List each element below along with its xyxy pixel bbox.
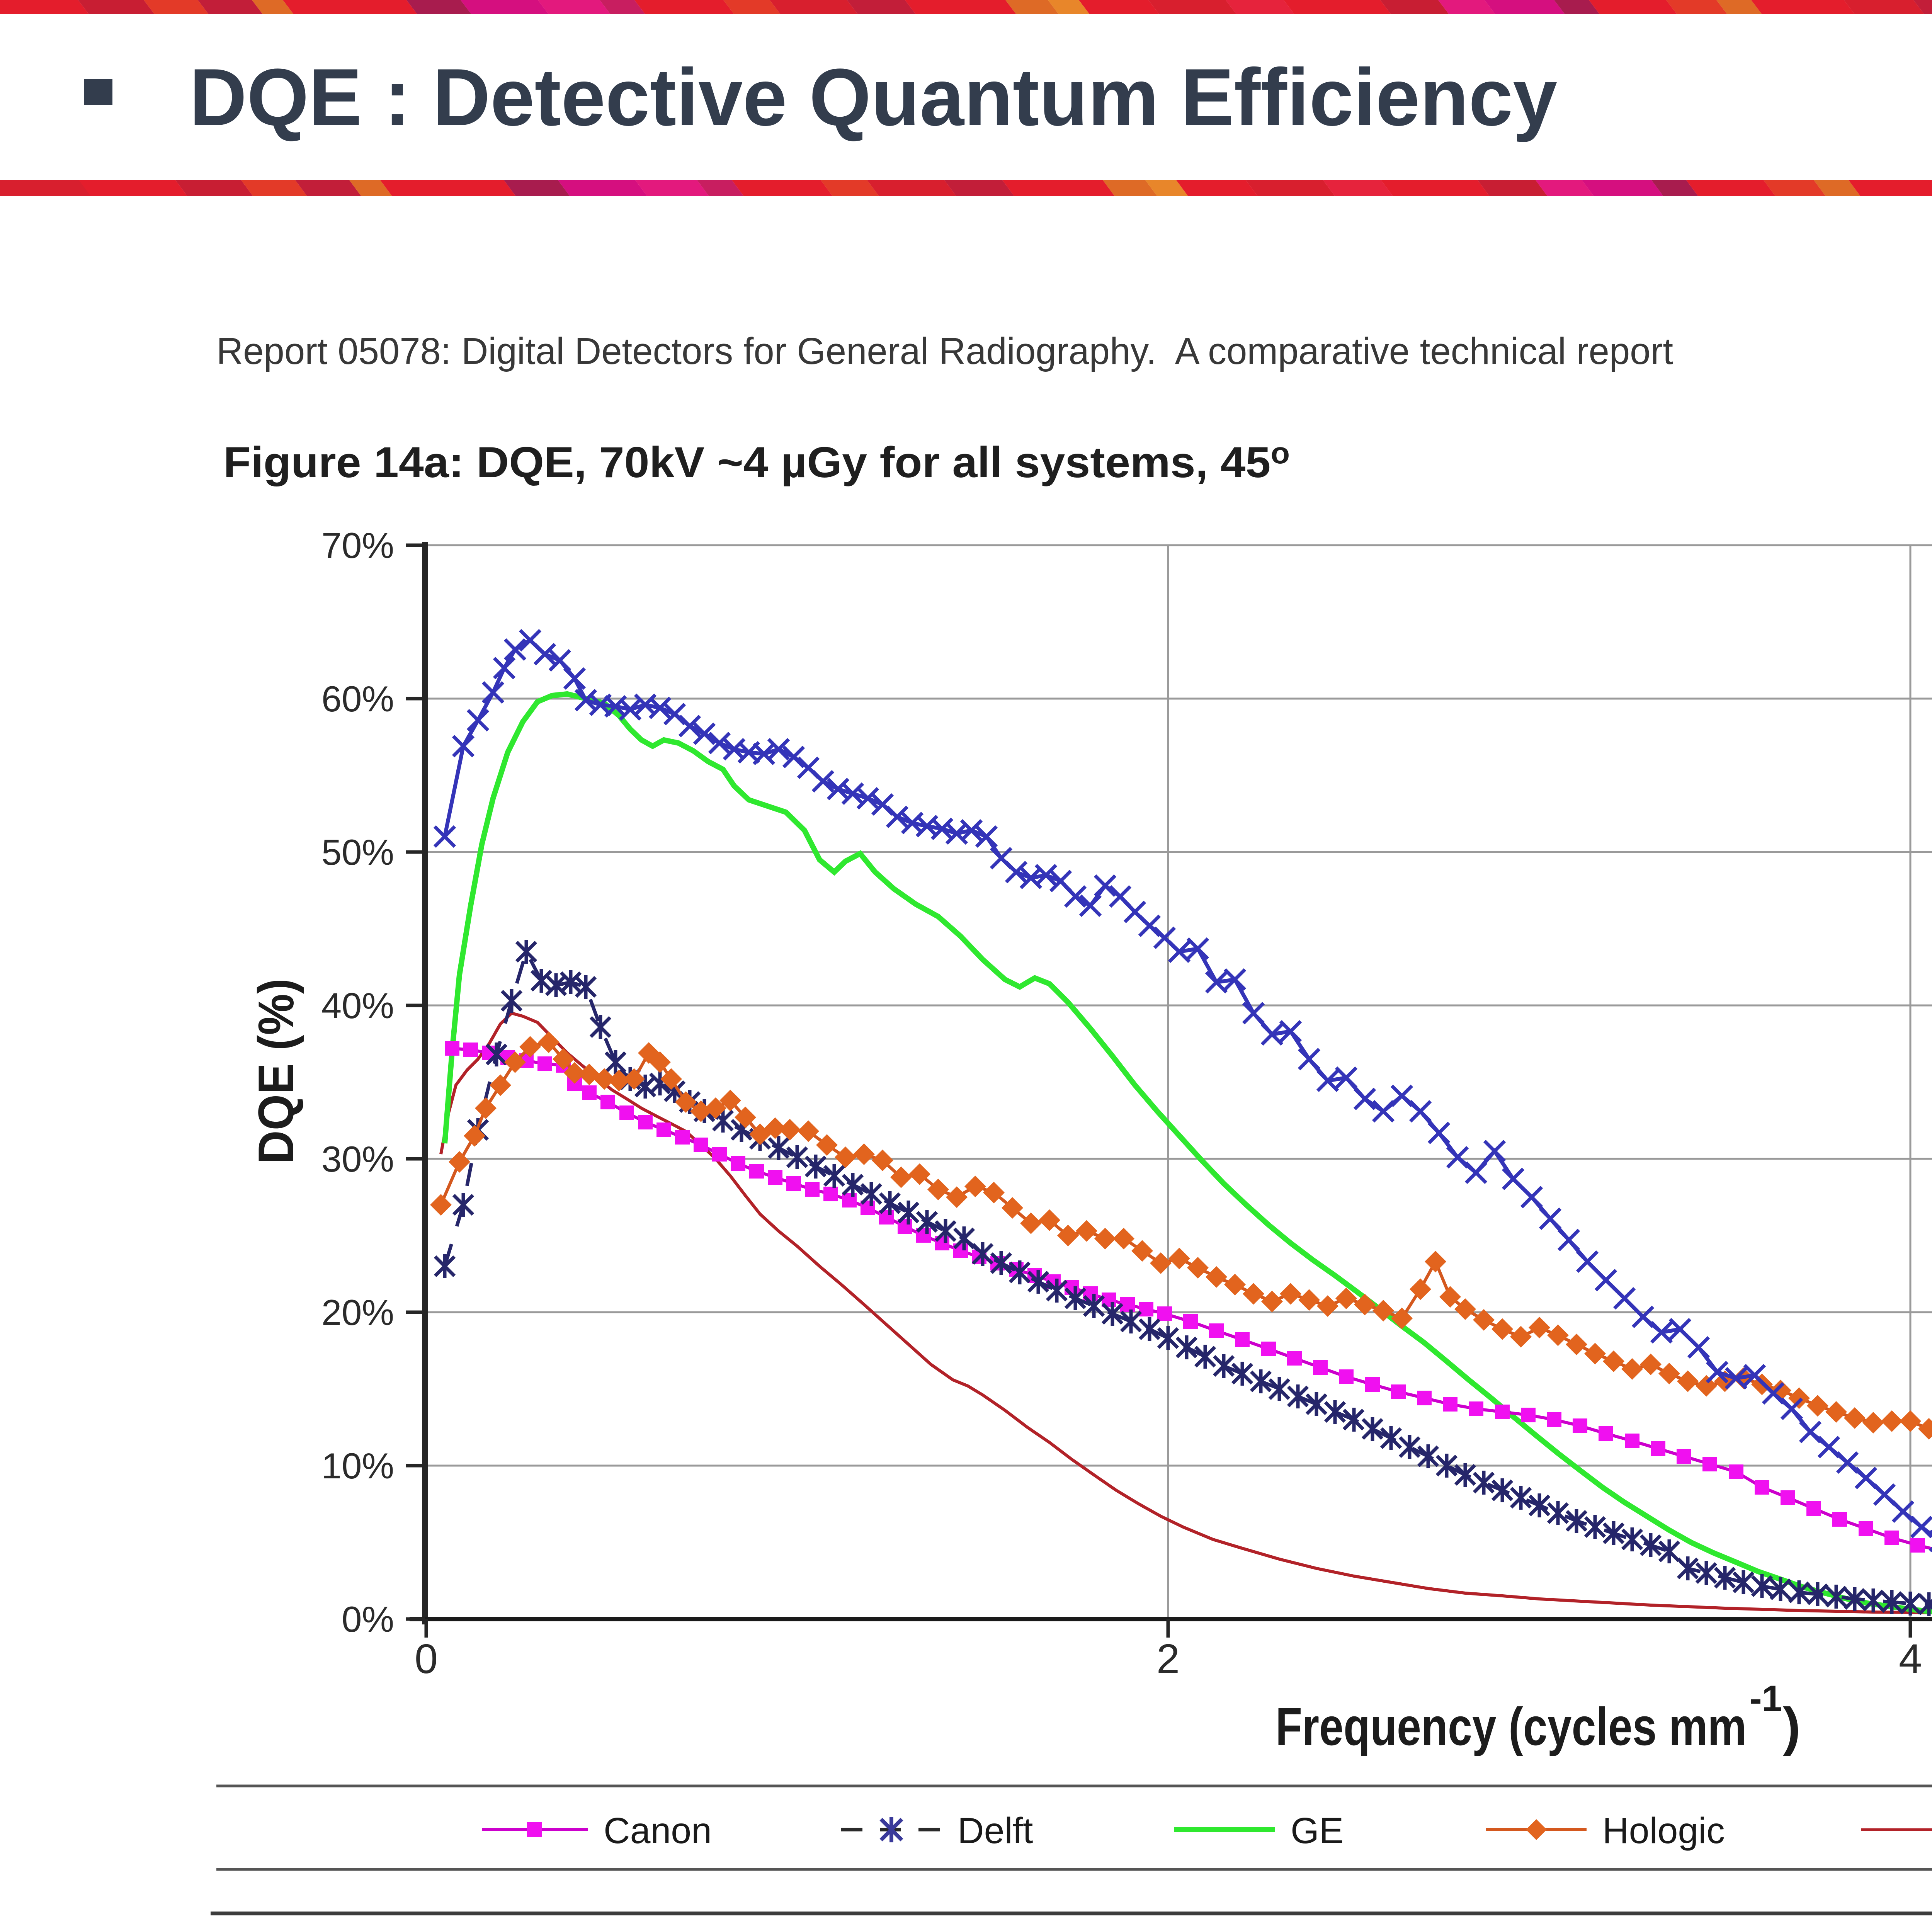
svg-text:Hologic: Hologic	[1602, 1810, 1725, 1851]
svg-text:40%: 40%	[321, 985, 394, 1026]
svg-text:Delft: Delft	[957, 1810, 1033, 1851]
svg-text:DQE : Detective Quantum Effici: DQE : Detective Quantum Efficiency	[189, 52, 1557, 143]
svg-text:50%: 50%	[321, 832, 394, 872]
svg-text:): )	[1783, 1697, 1801, 1757]
svg-text:20%: 20%	[321, 1292, 394, 1333]
svg-text:Figure 14a: DQE, 70kV ~4 µGy f: Figure 14a: DQE, 70kV ~4 µGy for all sys…	[223, 436, 1290, 486]
svg-text:2: 2	[1156, 1635, 1180, 1682]
svg-text:10%: 10%	[321, 1446, 394, 1486]
svg-text:GE: GE	[1291, 1810, 1344, 1851]
svg-text:30%: 30%	[321, 1139, 394, 1179]
svg-text:60%: 60%	[321, 679, 394, 719]
svg-text:0: 0	[415, 1635, 438, 1682]
svg-text:-1: -1	[1750, 1678, 1782, 1719]
svg-text:Frequency (cycles mm: Frequency (cycles mm	[1276, 1697, 1747, 1757]
svg-text:0%: 0%	[342, 1599, 394, 1639]
svg-text:DQE (%): DQE (%)	[248, 978, 304, 1164]
svg-text:4: 4	[1899, 1635, 1922, 1682]
svg-text:Canon: Canon	[604, 1810, 712, 1851]
svg-text:70%: 70%	[321, 525, 394, 566]
svg-text:Report 05078: Digital Detector: Report 05078: Digital Detectors for Gene…	[216, 330, 1673, 372]
